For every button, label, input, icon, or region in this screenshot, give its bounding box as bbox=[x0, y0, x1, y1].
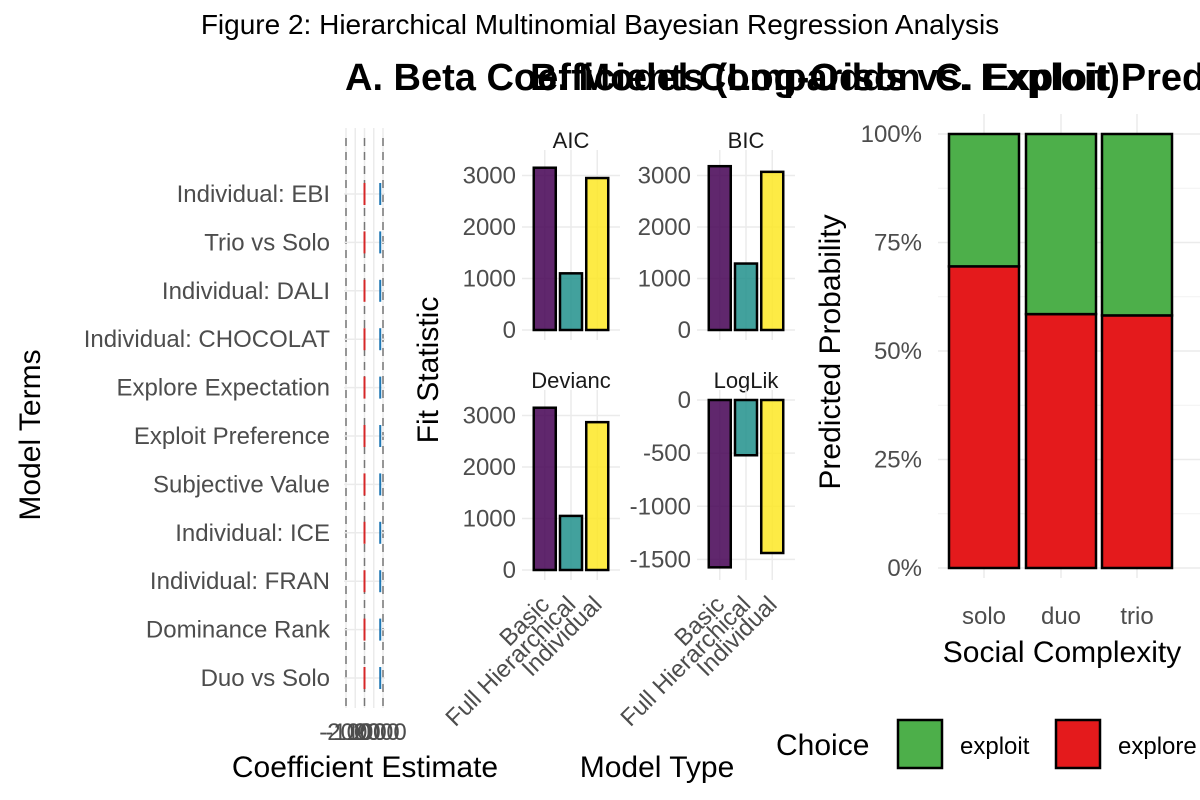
bar-exploit-duo bbox=[1024, 132, 1098, 316]
facet-y-tick: 1000 bbox=[638, 265, 691, 292]
legend-label-explore: explore bbox=[1118, 733, 1197, 760]
bar-basic bbox=[707, 164, 733, 332]
panel-b-x-axis-title: Model Type bbox=[580, 751, 735, 784]
panel-c-y-tick: 25% bbox=[874, 447, 922, 474]
facet-y-tick: -1500 bbox=[630, 546, 691, 573]
facet-strip-label: AIC bbox=[553, 128, 590, 153]
bar-exploit-solo bbox=[947, 132, 1021, 268]
bar-basic bbox=[707, 398, 733, 569]
panel-b-title: B. Model Comparison bbox=[530, 57, 921, 99]
facet-y-tick: 2000 bbox=[463, 214, 516, 241]
facet-y-tick: 3000 bbox=[638, 162, 691, 189]
bar-individual bbox=[759, 398, 785, 555]
facet-y-tick: 0 bbox=[678, 317, 691, 344]
panel-a-term-label: Trio vs Solo bbox=[204, 229, 330, 256]
panel-a-x-tick: 1000 bbox=[346, 719, 399, 746]
facet-y-tick: 2000 bbox=[463, 454, 516, 481]
panel-a-term-label: Individual: ICE bbox=[175, 520, 330, 547]
facet-loglik: LogLik 0 -500 -1000 -1500 bbox=[630, 368, 795, 580]
facet-y-tick: 0 bbox=[678, 387, 691, 414]
legend-title: Choice bbox=[776, 729, 869, 762]
bar-full-hierarchical bbox=[558, 514, 584, 572]
panel-c-title: C. Exploit Prediction bbox=[935, 57, 1200, 99]
figure-title: Figure 2: Hierarchical Multinomial Bayes… bbox=[201, 9, 999, 40]
panel-a-term-label: Individual: EBI bbox=[177, 181, 330, 208]
panel-c-y-tick: 50% bbox=[874, 338, 922, 365]
bar-explore-solo bbox=[947, 265, 1021, 570]
panel-a-term-label: Individual: DALI bbox=[162, 278, 330, 305]
facet-y-tick: 3000 bbox=[463, 162, 516, 189]
panel-b-x-tick: Full Hierarchical bbox=[615, 591, 756, 732]
panel-c-y-axis-title: Predicted Probability bbox=[814, 214, 847, 489]
facet-y-tick: 0 bbox=[503, 557, 516, 584]
bar-explore-trio bbox=[1100, 314, 1174, 570]
panel-a-x-tick: 2000 bbox=[353, 719, 406, 746]
facet-y-tick: 1000 bbox=[463, 265, 516, 292]
facet-bic: BIC 0 1000 2000 3000 bbox=[638, 128, 795, 344]
panel-a-x-axis-title: Coefficient Estimate bbox=[232, 751, 498, 784]
facet-y-tick: 3000 bbox=[463, 402, 516, 429]
facet-devianc: Devianc 0 1000 2000 3000 bbox=[463, 368, 620, 584]
panel-a-x-tick: 0 bbox=[357, 719, 370, 746]
facet-y-tick: -1000 bbox=[630, 493, 691, 520]
panel-c-y-tick: 100% bbox=[861, 121, 922, 148]
panel-a-title: A. Beta Coefficients (Log-Odds vs. Explo… bbox=[345, 57, 1120, 99]
bar-basic bbox=[532, 406, 558, 572]
legend-swatch-exploit bbox=[896, 718, 944, 770]
panel-a-term-label: Subjective Value bbox=[153, 471, 330, 498]
facet-y-tick: 0 bbox=[503, 317, 516, 344]
bar-full-hierarchical bbox=[558, 272, 584, 332]
panel-a-term-label: Individual: FRAN bbox=[150, 568, 330, 595]
legend-label-exploit: exploit bbox=[960, 733, 1030, 760]
panel-a-coefficients: Individual: EBI Trio vs Solo Individual: D… bbox=[14, 128, 498, 784]
bar-full-hierarchical bbox=[733, 398, 759, 457]
facet-y-tick: 1000 bbox=[463, 505, 516, 532]
panel-b-y-axis-title: Fit Statistic bbox=[412, 297, 445, 444]
facet-strip-label: BIC bbox=[728, 128, 765, 153]
facet-y-tick: -500 bbox=[643, 440, 691, 467]
bar-individual bbox=[584, 176, 610, 332]
facet-strip-label: LogLik bbox=[714, 368, 780, 393]
panel-a-term-label: Dominance Rank bbox=[146, 617, 331, 644]
panel-c-x-tick: duo bbox=[1041, 603, 1081, 630]
panel-a-term-label: Exploit Preference bbox=[134, 423, 330, 450]
panel-a-x-tick: -1000 bbox=[325, 719, 386, 746]
panel-c-y-tick: 75% bbox=[874, 230, 922, 257]
bar-individual bbox=[584, 420, 610, 572]
bar-basic bbox=[532, 166, 558, 332]
facet-aic: AIC 0 1000 2000 3000 bbox=[463, 128, 620, 344]
panel-b-x-tick: Full Hierarchical bbox=[440, 591, 581, 732]
panel-a-term-label: Explore Expectation bbox=[117, 375, 330, 402]
panel-a-term-label: Individual: CHOCOLAT bbox=[84, 326, 331, 353]
panel-c-x-axis-title: Social Complexity bbox=[943, 636, 1181, 669]
facet-y-tick: 2000 bbox=[638, 214, 691, 241]
panel-c-x-tick: trio bbox=[1120, 603, 1153, 630]
panel-c-exploit-prediction: 0% 25% 50% 75% 100% solo duo trio Social Complex… bbox=[776, 114, 1200, 770]
bar-full-hierarchical bbox=[733, 262, 759, 332]
panel-c-y-tick: 0% bbox=[887, 555, 922, 582]
legend: Choice exploit explore bbox=[776, 718, 1197, 770]
panel-a-term-label: Duo vs Solo bbox=[201, 665, 330, 692]
bar-explore-duo bbox=[1024, 312, 1098, 570]
panel-c-x-tick: solo bbox=[962, 603, 1006, 630]
bar-individual bbox=[759, 170, 785, 332]
panel-a-y-axis-title: Model Terms bbox=[14, 349, 47, 520]
panel-b-model-comparison: AIC 0 1000 2000 3000 BIC 0 1000 2000 3000 Devianc 0… bbox=[412, 128, 795, 784]
legend-swatch-explore bbox=[1054, 718, 1102, 770]
bar-exploit-trio bbox=[1100, 132, 1174, 317]
panel-a-x-tick: -2000 bbox=[319, 719, 380, 746]
facet-strip-label: Devianc bbox=[531, 368, 610, 393]
